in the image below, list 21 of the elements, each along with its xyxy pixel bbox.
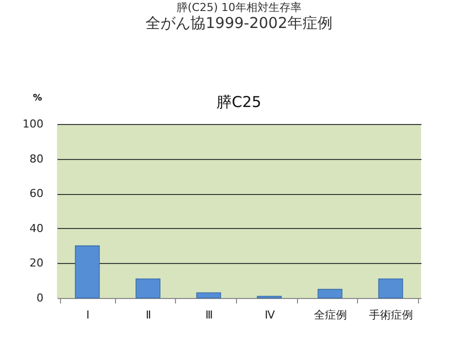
y-tick-label: 100 <box>22 118 44 130</box>
chart-subtitle: 全がん協1999-2002年症例 <box>146 14 332 32</box>
x-tick-label: Ⅱ <box>146 308 152 322</box>
x-tick-label: Ⅰ <box>86 308 90 322</box>
y-tick-label: 0 <box>36 292 44 304</box>
y-tick-label: 40 <box>30 222 44 235</box>
y-axis-title: % <box>32 94 42 104</box>
bar <box>378 278 404 298</box>
bar <box>136 278 160 298</box>
x-tick-label: Ⅳ <box>264 308 276 322</box>
bar <box>74 245 100 298</box>
x-tick-label: Ⅲ <box>205 308 213 322</box>
y-tick-label: 60 <box>30 187 44 200</box>
y-tick-label: 20 <box>30 256 44 270</box>
x-tick-label: 全症例 <box>314 308 347 322</box>
bar <box>196 292 222 298</box>
chart-title: 膵(C25) 10年相対生存率 <box>176 1 302 14</box>
x-tick-label: 手術症例 <box>369 308 414 322</box>
text: 膵C25 <box>216 93 262 111</box>
bar <box>318 288 342 298</box>
y-tick-label: 80 <box>30 152 44 166</box>
